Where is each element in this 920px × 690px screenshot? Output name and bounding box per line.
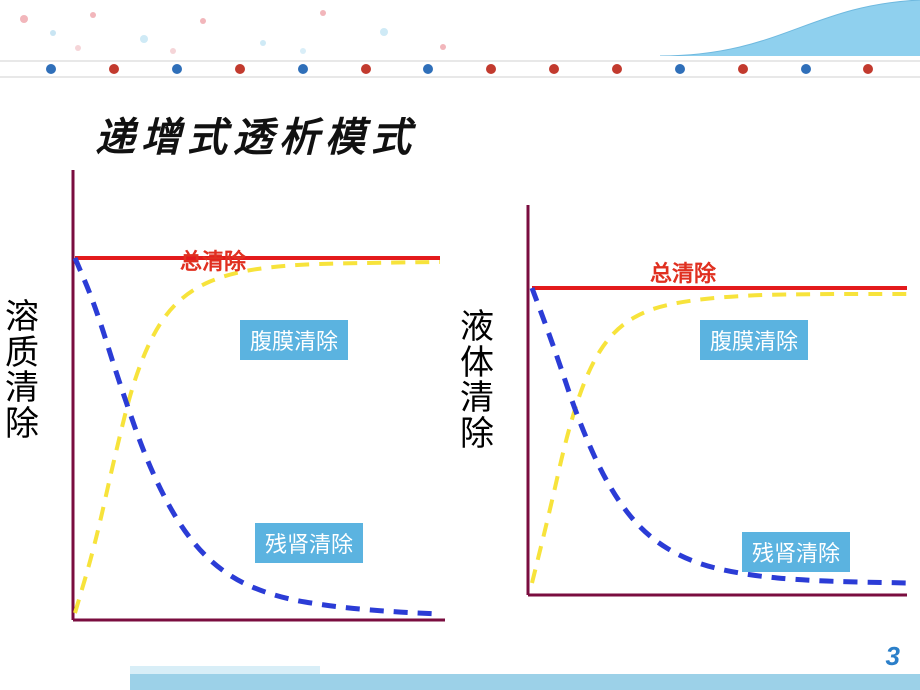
peritoneal-clearance-label: 腹膜清除 bbox=[240, 320, 348, 360]
peritoneal-clearance-label: 腹膜清除 bbox=[700, 320, 808, 360]
speckle bbox=[50, 30, 56, 36]
separator-dot bbox=[738, 64, 748, 74]
separator-dot bbox=[863, 64, 873, 74]
separator-dot bbox=[361, 64, 371, 74]
separator-dot bbox=[549, 64, 559, 74]
page-number: 3 bbox=[886, 641, 900, 672]
header-band bbox=[0, 0, 920, 56]
separator-dot bbox=[423, 64, 433, 74]
speckle bbox=[170, 48, 176, 54]
total-clearance-label: 总清除 bbox=[170, 240, 256, 280]
separator-dot bbox=[172, 64, 182, 74]
header-curve bbox=[660, 0, 920, 56]
speckle bbox=[320, 10, 326, 16]
separator-dot-row bbox=[0, 60, 920, 78]
chart-fluid-clearance: 总清除腹膜清除残肾清除 bbox=[510, 200, 910, 600]
slide-title: 递增式透析模式 bbox=[95, 105, 417, 163]
separator-dot bbox=[612, 64, 622, 74]
chart-svg bbox=[55, 165, 450, 630]
separator-dot bbox=[298, 64, 308, 74]
chart-solute-clearance: 总清除腹膜清除残肾清除 bbox=[55, 165, 445, 625]
separator-dot bbox=[486, 64, 496, 74]
speckle bbox=[140, 35, 148, 43]
total-clearance-label: 总清除 bbox=[640, 252, 726, 292]
speckle bbox=[75, 45, 81, 51]
speckle bbox=[20, 15, 28, 23]
separator-dot bbox=[46, 64, 56, 74]
residual-clearance-label: 残肾清除 bbox=[255, 523, 363, 563]
speckle bbox=[260, 40, 266, 46]
footer-band bbox=[130, 674, 920, 690]
y-axis-label-right: 液体清除 bbox=[460, 310, 494, 453]
separator-dot bbox=[109, 64, 119, 74]
speckle bbox=[440, 44, 446, 50]
speckle bbox=[300, 48, 306, 54]
separator-dot bbox=[801, 64, 811, 74]
residual-clearance-label: 残肾清除 bbox=[742, 532, 850, 572]
separator-dot bbox=[235, 64, 245, 74]
speckle bbox=[90, 12, 96, 18]
speckle bbox=[200, 18, 206, 24]
separator-dot bbox=[675, 64, 685, 74]
speckle bbox=[380, 28, 388, 36]
y-axis-label-left: 溶质清除 bbox=[5, 300, 39, 443]
